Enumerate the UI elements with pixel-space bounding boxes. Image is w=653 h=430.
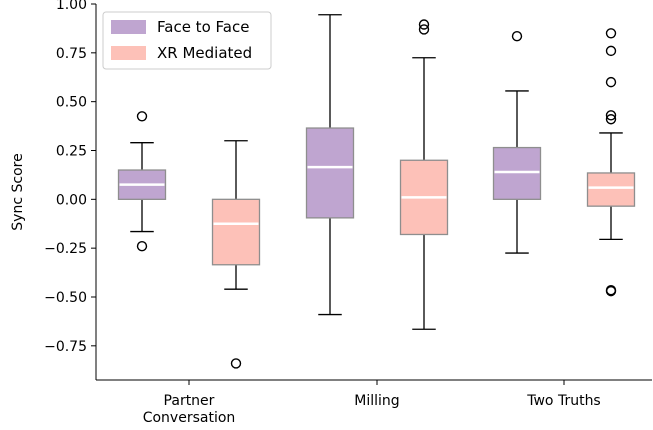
x-tick-label: Two Truths (526, 393, 600, 409)
legend-label: XR Mediated (157, 44, 252, 62)
box-group (492, 31, 542, 254)
outlier-point (605, 45, 617, 57)
x-tick-label: Conversation (143, 410, 236, 426)
y-tick-label: 0.75 (56, 46, 87, 62)
outlier-point (605, 114, 617, 125)
y-tick-label: 0.50 (56, 95, 87, 111)
y-tick-label: −0.25 (44, 241, 87, 257)
y-tick-label: −0.75 (44, 339, 87, 355)
y-tick-label: −0.50 (44, 290, 87, 306)
outlier-point (136, 111, 148, 122)
legend-label: Face to Face (157, 18, 249, 36)
box-group (305, 14, 355, 316)
legend: Face to Face XR Mediated (102, 11, 272, 70)
legend-swatch (111, 46, 146, 60)
outlier-point (136, 241, 148, 252)
outlier-point (230, 358, 242, 369)
box-group (211, 140, 261, 369)
outlier-point (605, 76, 617, 88)
y-axis-label: Sync Score (10, 153, 26, 230)
box (492, 146, 542, 200)
outlier-point (605, 285, 617, 297)
outlier-point (605, 28, 617, 39)
box (211, 198, 261, 266)
box (305, 127, 355, 219)
y-tick-label: 0.25 (56, 143, 87, 159)
x-tick-label: Milling (354, 393, 399, 409)
box-group (117, 111, 167, 252)
box (586, 172, 636, 207)
box-group (399, 19, 449, 330)
legend-swatch (111, 20, 146, 34)
x-tick-label: Partner (164, 393, 215, 409)
outlier-point (418, 19, 430, 30)
y-tick-label: 1.00 (56, 0, 87, 13)
outlier-point (605, 110, 617, 121)
outlier-point (418, 24, 430, 35)
y-tick-label: 0.00 (56, 192, 87, 208)
outlier-point (511, 31, 523, 42)
box-group (586, 28, 636, 297)
